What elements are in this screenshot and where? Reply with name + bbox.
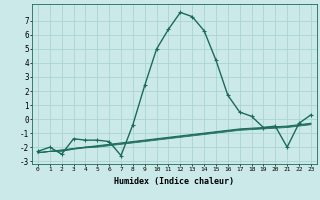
X-axis label: Humidex (Indice chaleur): Humidex (Indice chaleur) bbox=[115, 177, 234, 186]
